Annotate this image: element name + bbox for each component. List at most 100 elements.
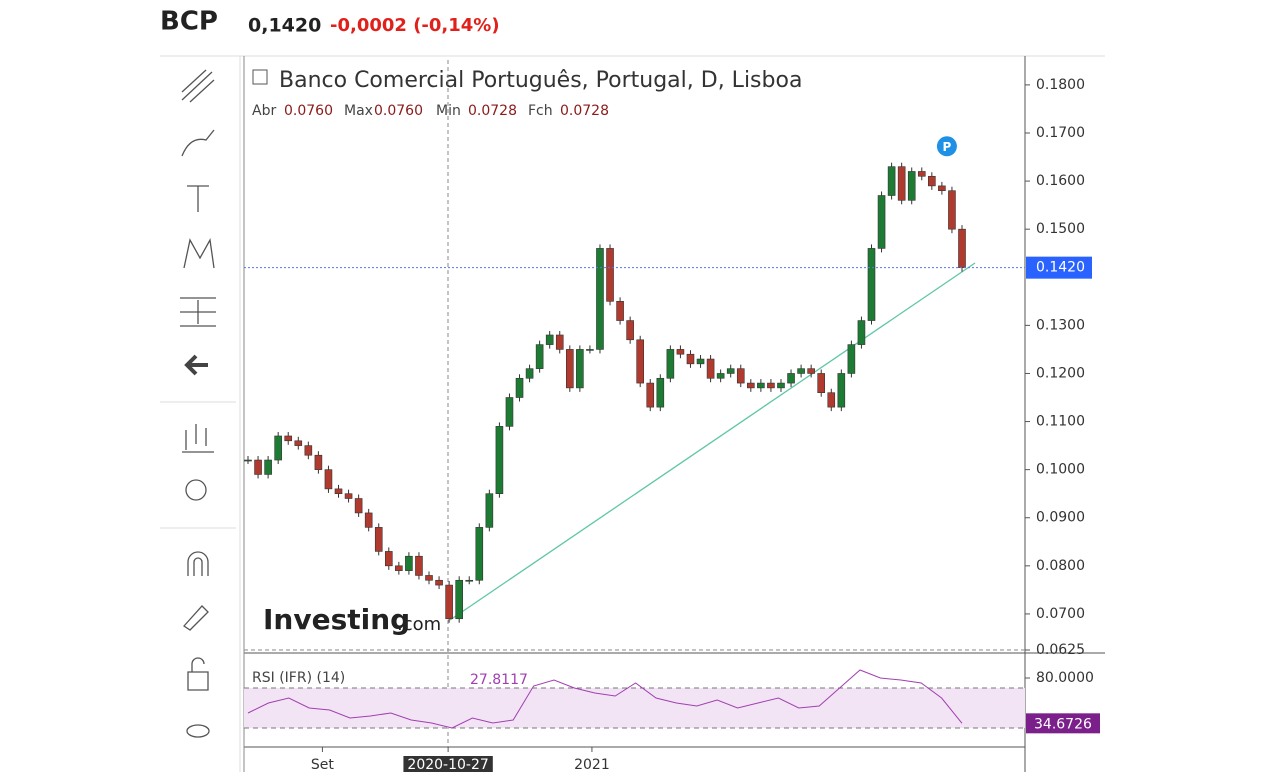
tool-pattern[interactable] [183,237,215,269]
tool-magnet[interactable] [187,551,209,576]
candle [676,349,685,355]
candle [344,493,353,499]
tool-lock-draw[interactable] [183,605,209,631]
candle [907,171,916,201]
candle [284,435,293,442]
rsi-y-tick-label: 80.0000 [1036,670,1094,686]
y-tick-label: 0.1800 [1036,77,1085,93]
tool-back[interactable] [184,354,208,376]
candle [757,382,765,389]
candle [596,248,604,350]
candle [384,551,393,567]
y-tick-label: 0.1500 [1036,221,1085,237]
rsi-line [247,669,963,729]
ohlc-label: Abr [252,103,276,119]
symbol: BCP [160,7,218,37]
tool-measure[interactable] [180,297,216,327]
candle [958,228,966,268]
ohlc-value: 0.0760 [374,103,423,119]
candle [425,575,433,581]
toolbar [180,69,216,738]
candle [314,454,323,470]
y-tick-label: 0.0900 [1036,510,1085,526]
candle [254,459,262,475]
last-price-bg [1026,256,1092,279]
rsi-last-bg [1026,713,1100,734]
candle [465,579,474,582]
candle [374,527,383,552]
candle [505,397,514,427]
candle [445,584,453,620]
tool-text[interactable] [187,185,209,212]
candle [696,358,705,365]
y-tick-label: 0.0700 [1036,606,1085,622]
ohlc-value: 0.0728 [468,103,517,119]
candle [545,334,554,345]
candle [294,440,303,446]
candle [857,320,866,345]
y-tick-label: 0.0800 [1036,558,1085,574]
y-tick-label: 0.1300 [1036,317,1085,333]
candle [324,469,333,490]
candle [354,498,363,514]
candle [304,445,313,456]
tool-lines[interactable] [181,69,215,103]
change: -0,0002 (-0,14%) [330,15,500,36]
candle [395,565,403,571]
candle [656,377,665,408]
candle [897,166,906,201]
candle [797,368,805,374]
rsi-title: RSI (IFR) (14) [252,670,345,686]
candle [777,382,785,389]
candle [606,248,614,302]
candle [535,344,544,369]
price: 0,1420 [248,15,321,37]
trend-line[interactable] [449,262,976,621]
y-tick-label: 0.1100 [1036,414,1085,430]
candle [726,368,735,374]
marker-label: P [943,140,952,154]
last-price-label: 0.1420 [1036,260,1085,276]
logo: Investing [263,603,410,636]
candle [787,373,795,384]
candle [616,301,624,321]
tool-indicators[interactable] [182,424,214,453]
marker [936,136,957,157]
candle [917,171,926,177]
candle [877,195,886,249]
ohlc-value: 0.0728 [560,103,609,119]
y-tick-label: 0.0625 [1036,642,1085,658]
candle [274,435,282,461]
candle [646,382,655,408]
candle [686,353,695,365]
rsi-band [244,688,1025,728]
candle [666,349,675,379]
x-tick-label: Set [311,757,335,772]
tool-unlock[interactable] [187,657,209,691]
tool-brush[interactable] [181,129,215,157]
candle [334,488,343,494]
candle [586,349,594,351]
candle [827,392,836,408]
candle [837,373,846,408]
candle [716,373,725,379]
tool-zoom[interactable] [185,479,207,501]
candle [767,382,775,389]
candle [938,185,946,192]
candle [264,459,272,475]
candle [415,555,423,576]
x-tick-label: 2020-10-27 [407,757,488,772]
candle [736,368,745,384]
collapse-icon[interactable] [252,69,268,85]
candle [485,493,494,528]
tool-eye[interactable] [186,724,210,738]
candle [817,373,826,393]
candle [455,579,463,620]
candle [948,190,956,230]
candle [867,248,876,321]
ohlc-value: 0.0760 [284,103,333,119]
candle [495,426,504,494]
candle [706,358,715,379]
candle [566,349,574,389]
